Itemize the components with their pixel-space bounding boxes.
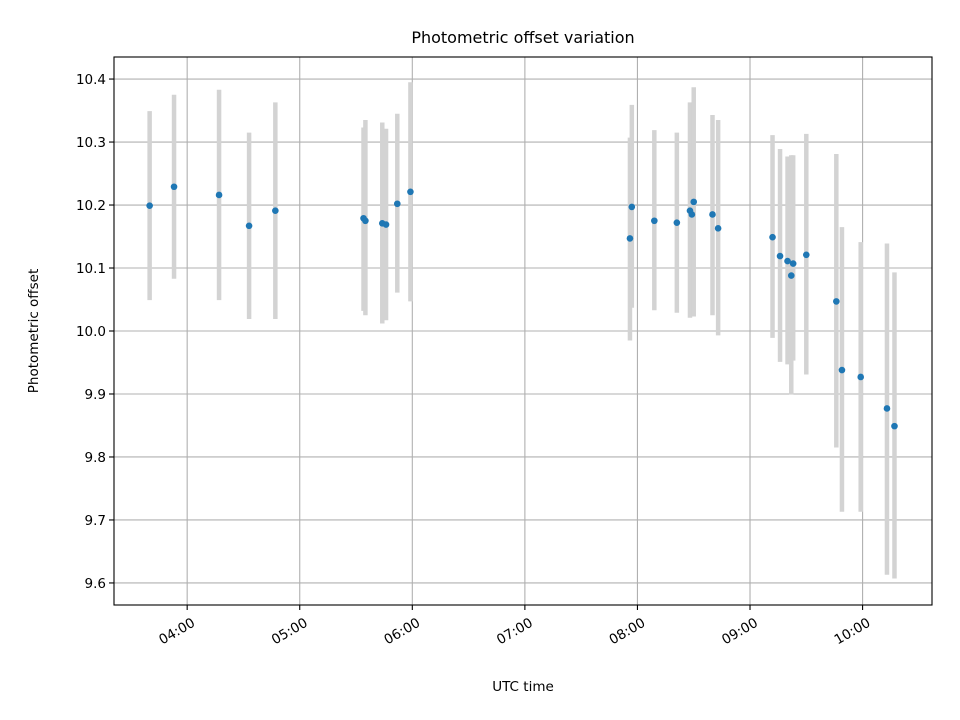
data-point — [382, 221, 390, 228]
data-point — [838, 366, 846, 374]
data-point — [891, 422, 898, 430]
data-point — [789, 260, 797, 267]
data-point — [784, 257, 791, 265]
y-tick-label: 10.4 — [76, 72, 106, 88]
data-point — [690, 198, 698, 206]
y-tick-label: 9.7 — [85, 513, 106, 529]
x-axis-label: UTC time — [492, 679, 554, 695]
data-point — [769, 233, 776, 241]
data-points — [146, 183, 898, 430]
data-point — [407, 188, 414, 196]
x-tick-label: 10:00 — [832, 615, 874, 648]
error-bars — [147, 82, 897, 579]
data-point — [170, 183, 178, 191]
data-point — [709, 211, 716, 218]
y-axis-label: Photometric offset — [26, 269, 42, 393]
data-point — [215, 191, 223, 199]
x-axis-ticks: 04:00 05:00 06:00 07:00 08:00 09:00 10:00 — [156, 605, 873, 648]
y-tick-label: 9.6 — [85, 576, 106, 592]
x-tick-label: 07:00 — [494, 615, 536, 648]
data-point — [688, 211, 696, 218]
data-point — [626, 235, 634, 242]
data-point — [883, 405, 891, 412]
data-point — [787, 272, 795, 279]
data-point — [857, 373, 865, 381]
y-tick-label: 10.1 — [76, 261, 106, 277]
y-tick-label: 9.9 — [85, 387, 106, 403]
x-tick-label: 05:00 — [269, 615, 311, 648]
x-tick-label: 09:00 — [719, 615, 761, 648]
y-axis-ticks: 9.6 9.7 9.8 9.9 10.0 10.1 10.2 10.3 10.4 — [76, 72, 114, 592]
data-point — [245, 222, 253, 230]
data-point — [776, 252, 784, 260]
x-tick-label: 08:00 — [607, 615, 649, 648]
y-tick-label: 10.2 — [76, 198, 106, 214]
data-point — [802, 251, 810, 259]
data-point — [833, 298, 840, 305]
data-point — [651, 217, 658, 225]
data-point — [714, 225, 722, 232]
chart-title: Photometric offset variation — [411, 28, 634, 47]
data-point — [393, 200, 401, 208]
data-point — [628, 203, 636, 211]
y-tick-label: 10.3 — [76, 135, 106, 151]
data-point — [362, 217, 369, 225]
data-point — [146, 202, 153, 209]
data-point — [673, 219, 681, 226]
x-tick-label: 04:00 — [156, 615, 198, 648]
y-tick-label: 9.8 — [85, 450, 106, 466]
y-tick-label: 10.0 — [76, 324, 106, 340]
x-tick-label: 06:00 — [381, 615, 423, 648]
data-point — [272, 207, 279, 214]
grid-lines — [114, 57, 932, 605]
